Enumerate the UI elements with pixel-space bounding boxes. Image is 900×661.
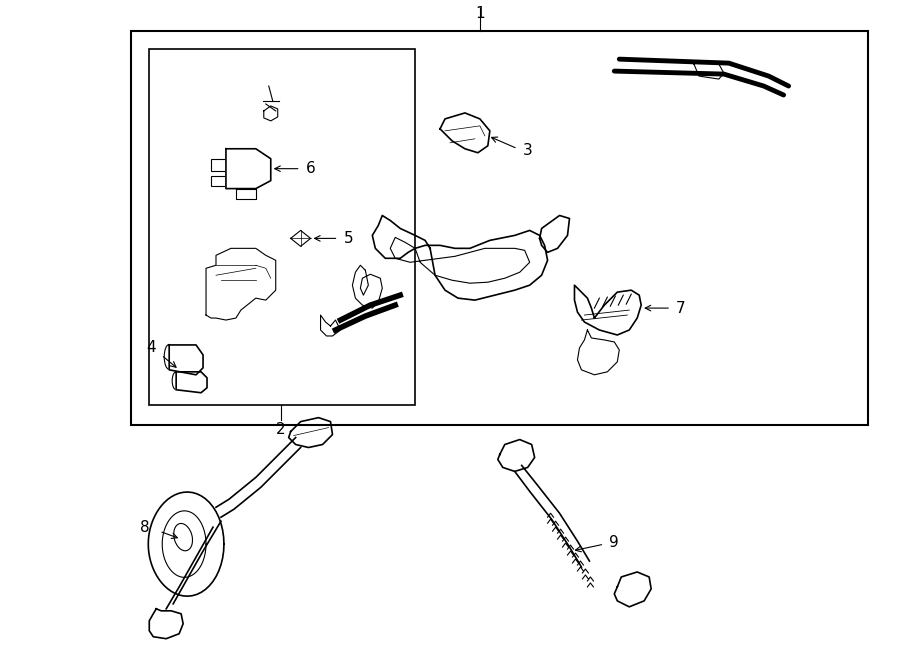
Polygon shape	[206, 249, 275, 320]
Text: 5: 5	[344, 231, 353, 246]
Polygon shape	[578, 330, 619, 375]
Polygon shape	[391, 237, 530, 283]
Ellipse shape	[157, 620, 162, 628]
Polygon shape	[440, 113, 490, 153]
Polygon shape	[289, 418, 332, 447]
Ellipse shape	[318, 426, 323, 432]
Bar	[131, 31, 868, 424]
Ellipse shape	[170, 623, 176, 631]
Ellipse shape	[257, 285, 268, 295]
Polygon shape	[353, 265, 382, 308]
Ellipse shape	[500, 263, 518, 281]
Polygon shape	[574, 285, 641, 335]
Bar	[211, 176, 226, 186]
Polygon shape	[291, 231, 310, 247]
Text: 7: 7	[676, 301, 686, 315]
Ellipse shape	[246, 166, 252, 172]
Text: 9: 9	[609, 535, 619, 549]
Ellipse shape	[628, 583, 636, 591]
Polygon shape	[694, 61, 724, 79]
Text: 2: 2	[276, 422, 285, 437]
Polygon shape	[264, 106, 278, 121]
Text: 4: 4	[147, 340, 156, 356]
Ellipse shape	[302, 428, 310, 436]
Text: 1: 1	[475, 7, 485, 21]
Polygon shape	[540, 215, 570, 253]
Polygon shape	[236, 188, 256, 198]
Text: 3: 3	[523, 143, 533, 158]
Ellipse shape	[512, 449, 519, 457]
Ellipse shape	[523, 453, 528, 459]
Ellipse shape	[464, 267, 486, 289]
Polygon shape	[149, 609, 183, 639]
Ellipse shape	[242, 162, 256, 176]
Bar	[149, 49, 415, 405]
Bar	[211, 159, 226, 171]
Polygon shape	[169, 345, 203, 375]
Polygon shape	[373, 215, 547, 300]
Text: 6: 6	[306, 161, 315, 176]
Ellipse shape	[172, 372, 180, 390]
Ellipse shape	[639, 586, 645, 592]
Polygon shape	[176, 372, 207, 393]
Polygon shape	[320, 315, 340, 336]
Polygon shape	[498, 440, 535, 471]
Ellipse shape	[470, 273, 480, 283]
Polygon shape	[226, 149, 271, 188]
Polygon shape	[615, 572, 652, 607]
Text: 8: 8	[140, 520, 149, 535]
Ellipse shape	[506, 268, 514, 276]
Ellipse shape	[164, 344, 175, 369]
